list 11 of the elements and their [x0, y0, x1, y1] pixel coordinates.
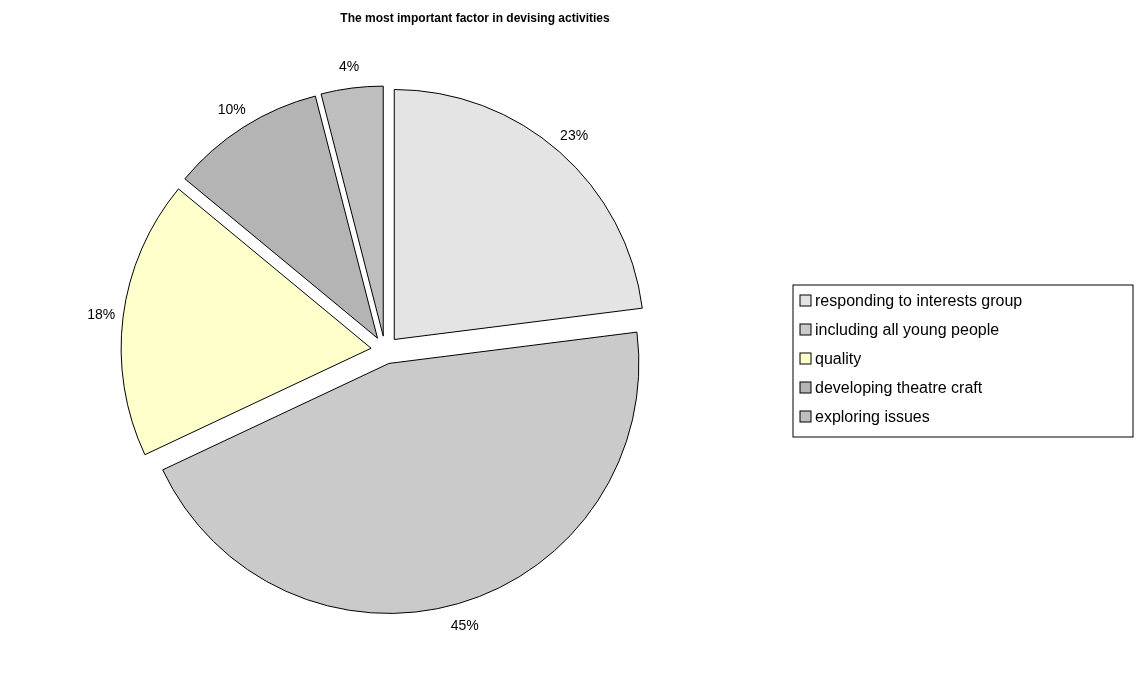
legend-label: exploring issues [815, 408, 930, 425]
legend-label: quality [815, 350, 862, 367]
data-label: 18% [87, 306, 116, 323]
legend-label: developing theatre craft [815, 379, 983, 396]
data-label: 4% [339, 58, 360, 75]
legend-label: responding to interests group [815, 292, 1023, 309]
data-label: 10% [217, 100, 246, 117]
chart-title: The most important factor in devising activities [340, 11, 611, 25]
data-label: 45% [450, 616, 479, 633]
data-label: 23% [560, 127, 589, 144]
legend-label: including all young people [815, 321, 1000, 338]
